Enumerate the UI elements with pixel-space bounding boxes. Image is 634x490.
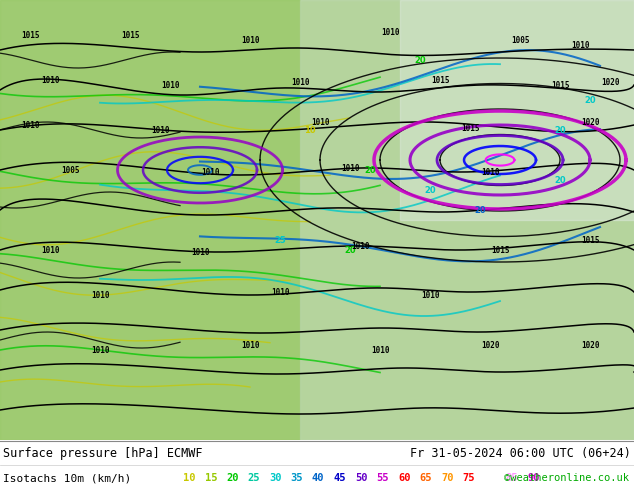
Text: 20: 20 bbox=[584, 96, 596, 104]
Text: 1010: 1010 bbox=[371, 345, 389, 355]
Text: 1010: 1010 bbox=[340, 164, 359, 172]
Text: 20: 20 bbox=[226, 473, 238, 483]
Text: 1015: 1015 bbox=[491, 245, 509, 254]
Text: 1005: 1005 bbox=[61, 166, 79, 174]
Text: 20: 20 bbox=[364, 166, 376, 174]
Text: 1015: 1015 bbox=[430, 75, 450, 84]
Text: 65: 65 bbox=[420, 473, 432, 483]
Text: 85: 85 bbox=[505, 473, 518, 483]
Text: 20: 20 bbox=[474, 205, 486, 215]
Text: 1010: 1010 bbox=[201, 168, 219, 176]
Bar bbox=[400, 0, 634, 220]
Text: 70: 70 bbox=[441, 473, 453, 483]
Text: 1010: 1010 bbox=[161, 80, 179, 90]
Text: 25: 25 bbox=[247, 473, 260, 483]
Bar bbox=[300, 0, 634, 440]
Text: 20: 20 bbox=[344, 245, 356, 254]
Text: Surface pressure [hPa] ECMWF: Surface pressure [hPa] ECMWF bbox=[3, 446, 202, 460]
Text: 1020: 1020 bbox=[601, 77, 619, 87]
Text: 50: 50 bbox=[355, 473, 368, 483]
Text: 1020: 1020 bbox=[481, 341, 499, 349]
Text: 1010: 1010 bbox=[571, 41, 589, 49]
Text: 25: 25 bbox=[274, 236, 286, 245]
Text: 30: 30 bbox=[269, 473, 281, 483]
Text: 60: 60 bbox=[398, 473, 410, 483]
Text: 1010: 1010 bbox=[241, 341, 259, 349]
Text: 1010: 1010 bbox=[41, 75, 59, 84]
Text: 1010: 1010 bbox=[311, 118, 329, 126]
Text: 90: 90 bbox=[527, 473, 540, 483]
Text: 1015: 1015 bbox=[551, 80, 569, 90]
Text: 1015: 1015 bbox=[461, 123, 479, 132]
Text: 35: 35 bbox=[290, 473, 303, 483]
Text: 1020: 1020 bbox=[581, 118, 599, 126]
Text: 1010: 1010 bbox=[191, 247, 209, 256]
Text: 20: 20 bbox=[414, 55, 426, 65]
Text: 1010: 1010 bbox=[481, 168, 499, 176]
Text: 20: 20 bbox=[424, 186, 436, 195]
Text: 80: 80 bbox=[484, 473, 496, 483]
Text: 1010: 1010 bbox=[271, 288, 289, 296]
Text: 1015: 1015 bbox=[120, 30, 139, 40]
Text: 20: 20 bbox=[554, 125, 566, 135]
Bar bbox=[0, 0, 300, 440]
Text: 1010: 1010 bbox=[351, 242, 369, 250]
Text: 1010: 1010 bbox=[291, 77, 309, 87]
Text: 1010: 1010 bbox=[41, 245, 59, 254]
Text: 10: 10 bbox=[304, 125, 316, 135]
Text: 45: 45 bbox=[333, 473, 346, 483]
Text: 1010: 1010 bbox=[151, 125, 169, 135]
Text: 1020: 1020 bbox=[581, 341, 599, 349]
Text: 1010: 1010 bbox=[241, 35, 259, 45]
Text: 40: 40 bbox=[312, 473, 325, 483]
Text: ©weatheronline.co.uk: ©weatheronline.co.uk bbox=[504, 473, 629, 483]
Text: 1005: 1005 bbox=[511, 35, 529, 45]
Text: 15: 15 bbox=[205, 473, 217, 483]
Text: 1010: 1010 bbox=[91, 291, 109, 299]
Text: 1010: 1010 bbox=[21, 121, 39, 129]
Text: Isotachs 10m (km/h): Isotachs 10m (km/h) bbox=[3, 473, 131, 483]
Text: 1015: 1015 bbox=[21, 30, 39, 40]
Text: 1010: 1010 bbox=[91, 345, 109, 355]
Text: 1010: 1010 bbox=[421, 291, 439, 299]
Text: 1010: 1010 bbox=[381, 27, 399, 36]
Text: 75: 75 bbox=[462, 473, 475, 483]
Text: 20: 20 bbox=[554, 175, 566, 185]
Text: 55: 55 bbox=[377, 473, 389, 483]
Text: Fr 31-05-2024 06:00 UTC (06+24): Fr 31-05-2024 06:00 UTC (06+24) bbox=[410, 446, 631, 460]
Text: 1015: 1015 bbox=[581, 236, 599, 245]
Text: 10: 10 bbox=[183, 473, 195, 483]
